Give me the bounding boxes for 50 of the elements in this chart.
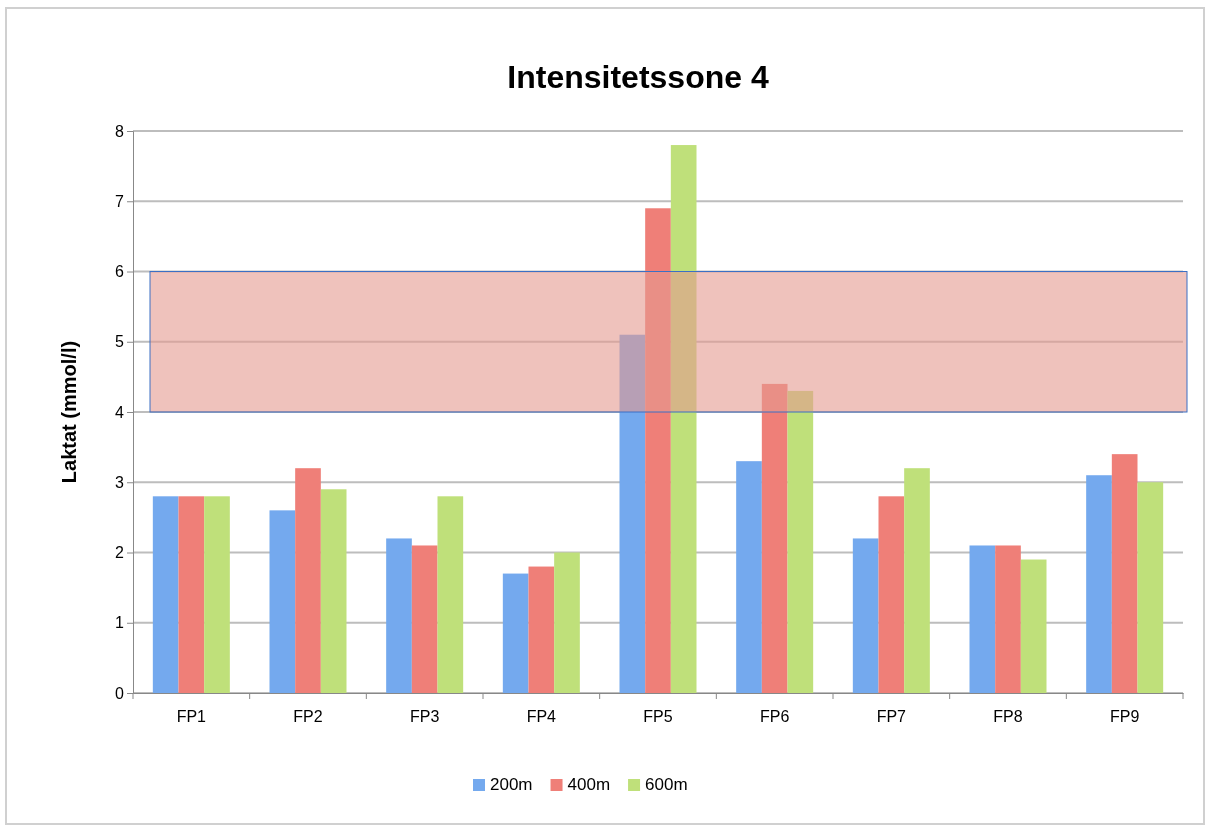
- bar: [645, 208, 671, 693]
- x-tick-label: FP2: [293, 708, 323, 726]
- x-tick-label: FP3: [409, 708, 440, 726]
- bar: [619, 334, 646, 693]
- bar: [852, 538, 879, 693]
- bar: [178, 496, 205, 693]
- bar: [152, 496, 179, 693]
- bar: [320, 489, 347, 693]
- bar: [1086, 475, 1112, 693]
- x-tick-label: FP6: [759, 708, 790, 726]
- y-tick-label: 2: [115, 544, 125, 562]
- bar: [502, 573, 529, 693]
- x-tick-label: FP4: [526, 708, 557, 726]
- y-tick-label: 3: [115, 473, 125, 491]
- y-tick-label: 8: [115, 122, 125, 140]
- bar: [269, 510, 296, 693]
- legend-label: 400m: [567, 775, 611, 794]
- bar: [761, 383, 788, 693]
- bar: [1020, 559, 1047, 693]
- bar: [904, 468, 930, 693]
- x-tick-label: FP9: [1109, 708, 1140, 726]
- bar: [969, 545, 996, 693]
- y-tick-label: 4: [115, 403, 125, 421]
- x-tick-label: FP1: [176, 708, 207, 726]
- y-tick-label: 6: [115, 263, 125, 281]
- chart-title: Intensitetssone 4: [507, 59, 769, 95]
- x-tick-label: FP5: [643, 708, 673, 726]
- bar: [411, 545, 438, 693]
- bar: [878, 496, 905, 693]
- y-tick-label: 1: [115, 614, 125, 632]
- x-tick-label: FP8: [993, 708, 1023, 726]
- y-tick-label: 0: [115, 684, 125, 702]
- legend-label: 200m: [490, 775, 533, 794]
- bar: [437, 496, 464, 693]
- bar: [736, 461, 762, 693]
- bar: [528, 566, 555, 693]
- legend-label: 600m: [645, 775, 688, 794]
- bar: [204, 496, 230, 693]
- x-tick-label: FP7: [876, 708, 907, 726]
- bar: [995, 545, 1021, 693]
- y-tick-label: 5: [115, 333, 125, 351]
- bar: [1111, 454, 1138, 693]
- bar: [1137, 482, 1164, 693]
- bar: [554, 552, 580, 693]
- bar: [295, 468, 321, 693]
- bar: [386, 538, 412, 693]
- y-axis-title: Laktat (mmol/l): [58, 340, 80, 484]
- bar: [670, 145, 697, 693]
- bar: [787, 390, 814, 693]
- y-tick-label: 7: [115, 192, 125, 210]
